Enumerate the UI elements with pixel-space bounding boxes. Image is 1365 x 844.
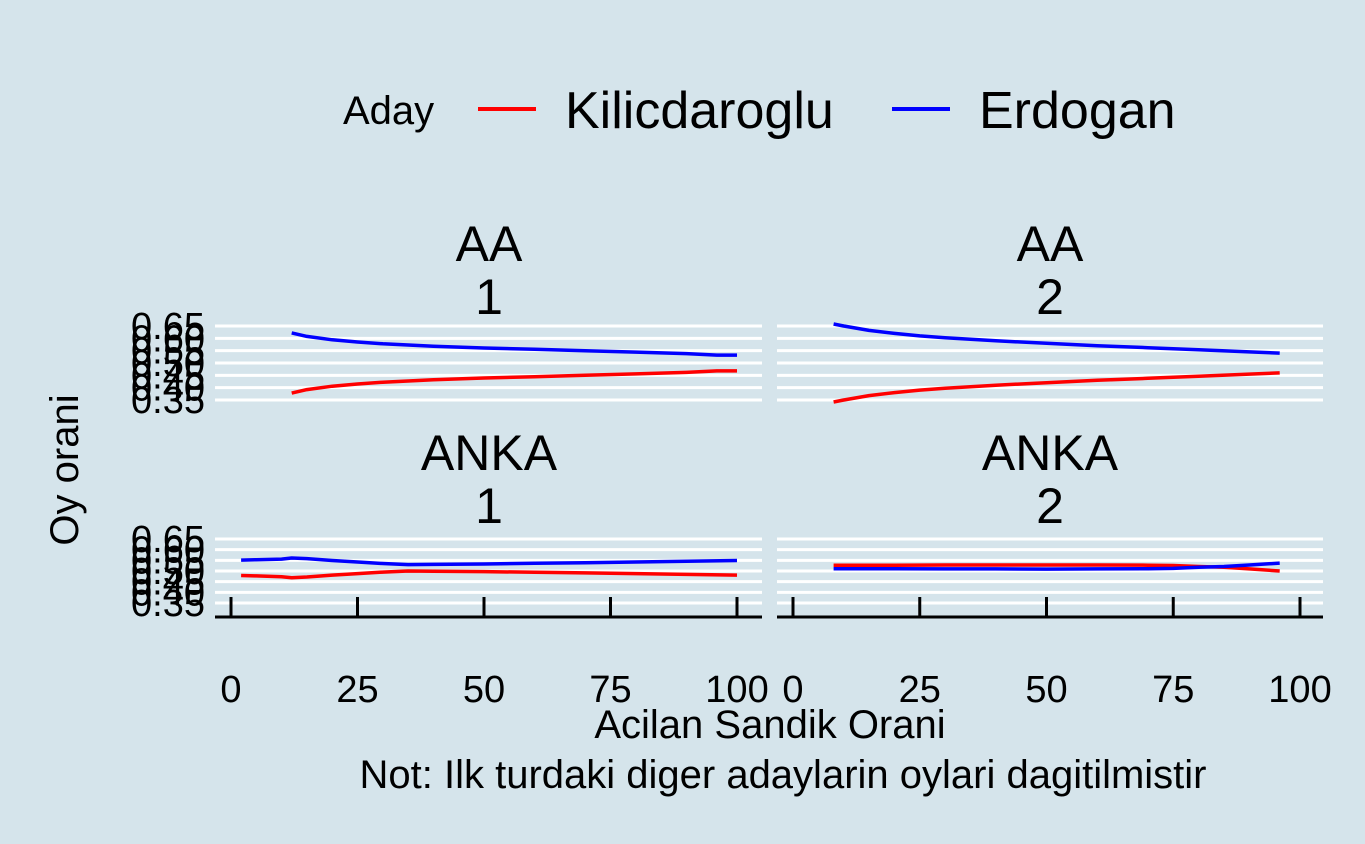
strip-label-source: ANKA	[982, 425, 1119, 481]
y-tick-label: 0.40	[131, 368, 205, 410]
x-tick-label: 100	[1268, 669, 1331, 711]
strip-label-round: 2	[1036, 478, 1064, 534]
y-tick-label: 0.40	[131, 572, 205, 614]
y-tick-label: 0.50	[131, 551, 205, 593]
x-tick-label: 75	[589, 669, 631, 711]
y-tick-label: 0.60	[131, 530, 205, 572]
strip-label-source: AA	[1017, 216, 1084, 272]
series-line-erdogan	[241, 556, 738, 567]
y-tick-label: 0.55	[131, 540, 205, 582]
x-tick-label: 25	[336, 669, 378, 711]
series-line-erdogan	[291, 331, 737, 357]
y-tick-label: 0.50	[131, 343, 205, 385]
y-tick-label: 0.55	[131, 331, 205, 373]
x-tick-label: 50	[1025, 669, 1067, 711]
panel-aa-1: AA1 0.350.400.450.500.550.600.65	[131, 216, 762, 422]
legend: Aday Kilicdaroglu Erdogan	[343, 82, 1176, 140]
series-line-erdogan	[833, 322, 1280, 355]
y-tick-label: 0.35	[131, 583, 205, 625]
legend-title: Aday	[343, 89, 434, 133]
y-tick-label: 0.65	[131, 519, 205, 561]
series-line-kilicdaroglu	[241, 569, 738, 580]
x-tick-label: 100	[705, 669, 768, 711]
strip-label-round: 2	[1036, 269, 1064, 325]
y-tick-label: 0.45	[131, 355, 205, 397]
y-tick-label: 0.45	[131, 562, 205, 604]
y-tick-label: 0.65	[131, 306, 205, 348]
facet-panels: AA10.350.400.450.500.550.600.65AA2ANKA10…	[131, 216, 1332, 711]
x-axis-title: Acilan Sandik Orani	[594, 703, 945, 747]
x-tick-label: 0	[782, 669, 803, 711]
legend-label-kilicdaroglu: Kilicdaroglu	[565, 82, 834, 140]
y-tick-label: 0.60	[131, 318, 205, 360]
panel-aa-2: AA2	[777, 216, 1323, 404]
strip-label-source: ANKA	[421, 425, 558, 481]
caption: Not: Ilk turdaki diger adaylarin oylari …	[360, 753, 1207, 797]
series-line-kilicdaroglu	[833, 371, 1280, 404]
y-axis-title: Oy orani	[43, 394, 87, 545]
x-tick-label: 0	[220, 669, 241, 711]
x-tick-label: 50	[463, 669, 505, 711]
series-line-kilicdaroglu	[291, 369, 737, 395]
x-tick-label: 25	[899, 669, 941, 711]
series-line-erdogan	[833, 561, 1280, 571]
legend-label-erdogan: Erdogan	[979, 82, 1176, 140]
strip-label-round: 1	[475, 478, 503, 534]
x-tick-label: 75	[1152, 669, 1194, 711]
strip-label-source: AA	[456, 216, 523, 272]
y-tick-label: 0.35	[131, 380, 205, 422]
strip-label-round: 1	[475, 269, 503, 325]
